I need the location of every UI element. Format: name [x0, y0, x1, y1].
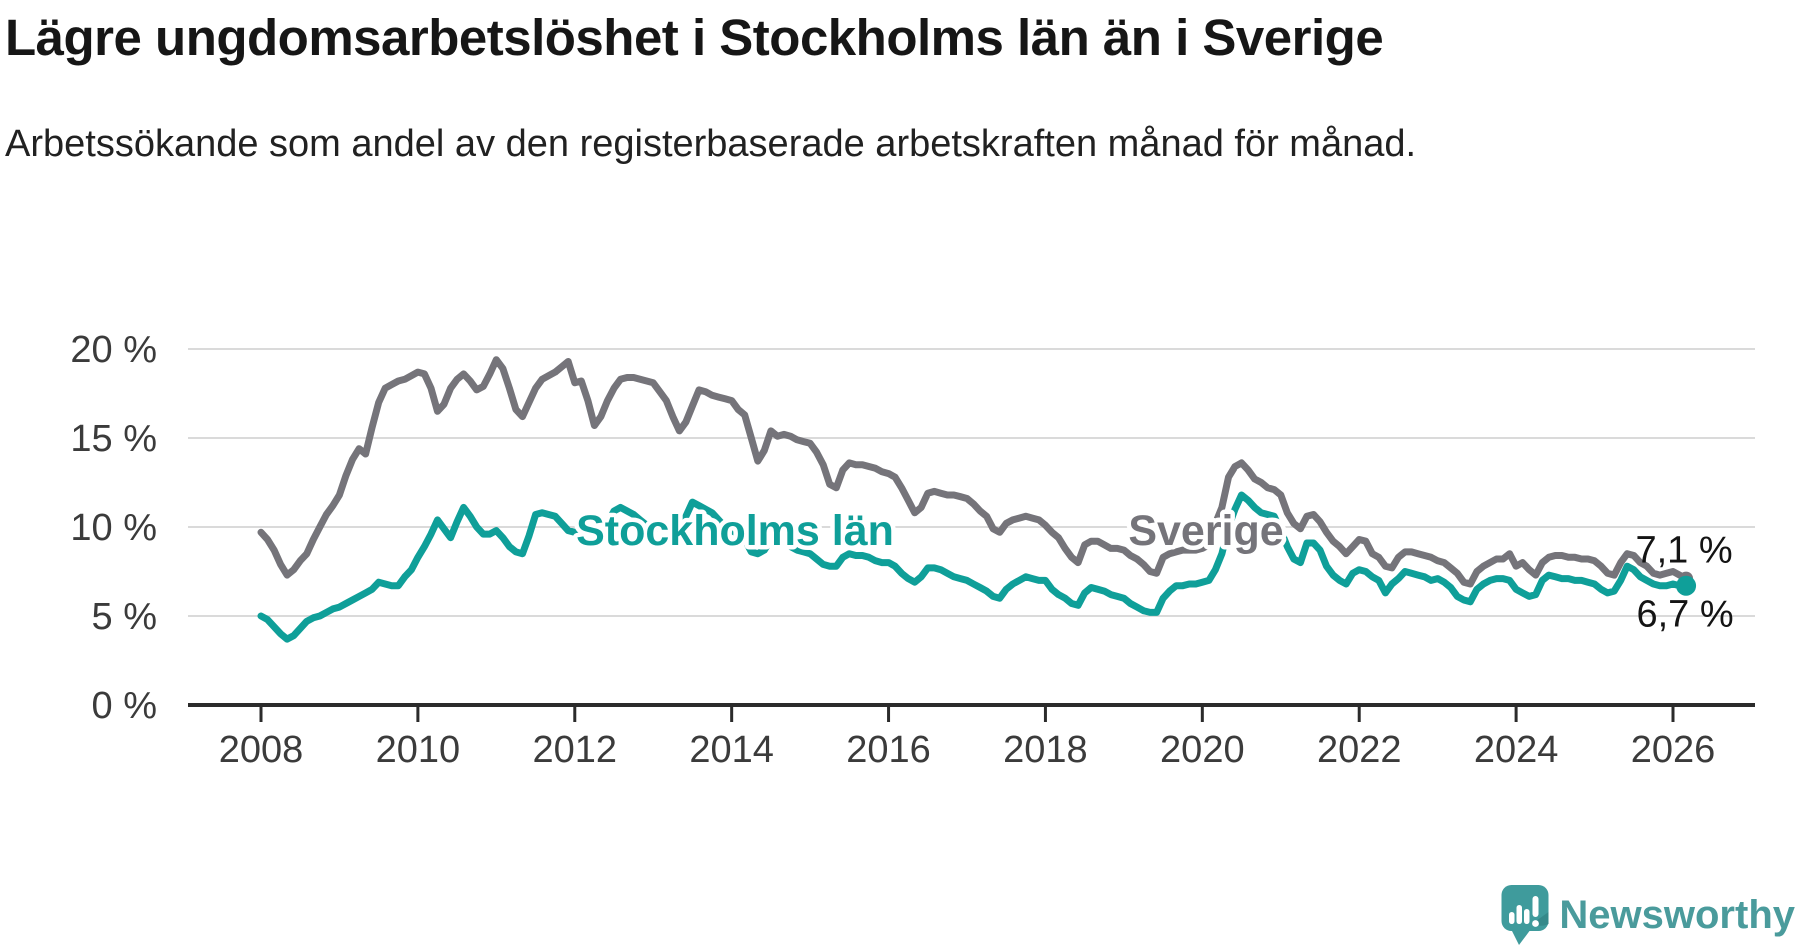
logo-exclamation-dot — [1532, 920, 1540, 927]
logo-bar-1 — [1509, 912, 1515, 924]
series-end-value-0: 7,1 % — [1635, 530, 1732, 572]
newsworthy-logo-icon — [1501, 885, 1549, 945]
x-tick-label-2022: 2022 — [1317, 729, 1402, 771]
series-label-1: Stockholms län — [576, 507, 894, 555]
chart-title: Lägre ungdomsarbetslöshet i Stockholms l… — [5, 9, 1384, 66]
y-tick-label-20: 20 % — [70, 329, 157, 371]
series-end-value-1: 6,7 % — [1636, 594, 1733, 636]
x-tick-label-2014: 2014 — [689, 729, 774, 771]
x-tick-label-2018: 2018 — [1003, 729, 1088, 771]
x-tick-label-2008: 2008 — [219, 729, 304, 771]
series-label-0: Sverige — [1128, 507, 1283, 555]
x-tick-label-2016: 2016 — [846, 729, 931, 771]
x-tick-label-2010: 2010 — [376, 729, 461, 771]
series-line-0 — [257, 356, 1690, 588]
logo-bar-3 — [1524, 909, 1530, 924]
y-tick-label-5: 5 % — [92, 596, 157, 638]
logo-bar-2 — [1516, 905, 1523, 924]
logo-shadow — [1536, 912, 1549, 926]
newsworthy-branding: Newsworthy — [1501, 882, 1795, 948]
y-tick-label-15: 15 % — [70, 418, 157, 460]
newsworthy-logo-text: Newsworthy — [1559, 892, 1795, 937]
x-tick-label-2026: 2026 — [1631, 729, 1716, 771]
x-tick-label-2024: 2024 — [1474, 729, 1559, 771]
logo-exclamation-bar — [1532, 896, 1539, 917]
chart-subtitle: Arbetssökande som andel av den registerb… — [5, 123, 1417, 165]
series-line-1 — [257, 491, 1690, 643]
x-tick-label-2020: 2020 — [1160, 729, 1245, 771]
y-tick-label-10: 10 % — [70, 507, 157, 549]
y-tick-label-0: 0 % — [92, 685, 157, 727]
series-end-dot-1 — [1676, 575, 1697, 596]
x-tick-label-2012: 2012 — [533, 729, 618, 771]
logo-speech-tail — [1511, 929, 1532, 945]
